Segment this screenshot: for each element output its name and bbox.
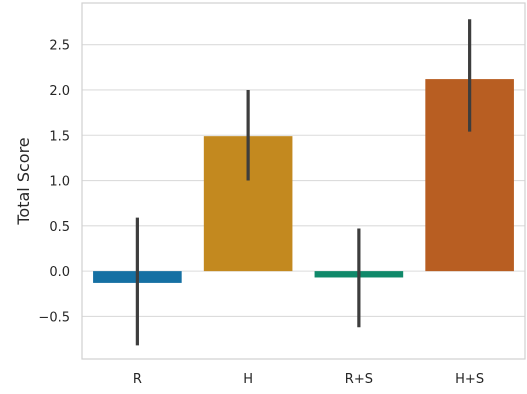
- y-tick-label: 2.5: [49, 39, 70, 54]
- x-tick-label: R+S: [345, 372, 373, 387]
- y-tick-label: 1.0: [49, 175, 70, 190]
- y-tick-label: 0.0: [49, 265, 70, 280]
- error-bars: [135, 19, 472, 346]
- y-tick-label: 2.0: [49, 84, 70, 99]
- x-tick-label: H: [243, 372, 253, 387]
- y-tick-label: −0.5: [38, 310, 70, 325]
- x-tick-label: R: [133, 372, 142, 387]
- y-tick-label: 1.5: [49, 129, 70, 144]
- y-axis-label: Total Score: [14, 137, 33, 225]
- tick-labels: −0.5 0.0 0.5 1.0 1.5 2.0 2.5 R H R+S H+S: [38, 39, 484, 387]
- x-tick-label: H+S: [455, 372, 484, 387]
- y-tick-label: 0.5: [49, 220, 70, 235]
- plot-frame: [81, 2, 526, 360]
